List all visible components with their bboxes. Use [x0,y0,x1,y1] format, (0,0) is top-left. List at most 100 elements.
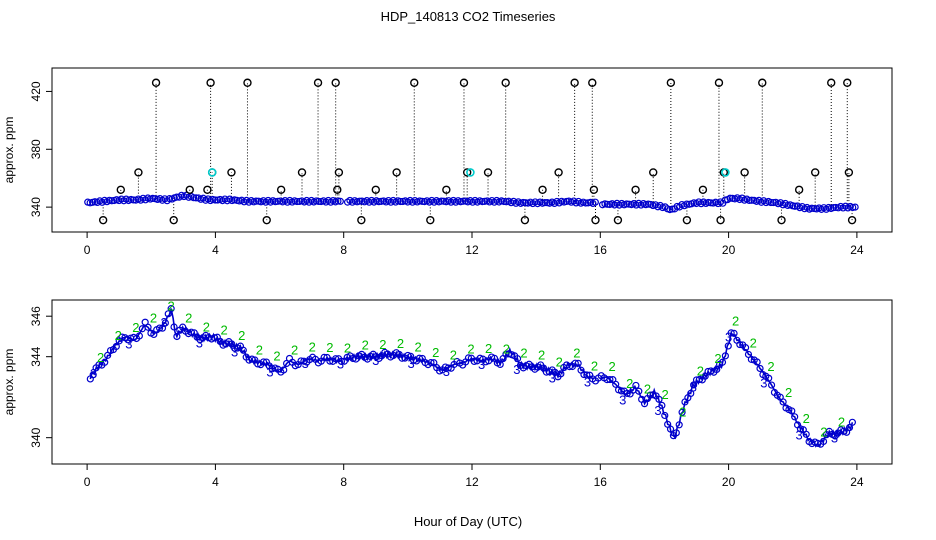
data-point [767,381,776,389]
data-point [459,197,467,205]
data-point [95,361,103,369]
series-2-marker: 2 [309,340,316,355]
x-tick-label: 24 [850,475,864,489]
series-2-marker: 2 [573,346,580,361]
data-point [571,359,579,367]
data-point [658,401,666,410]
data-point [622,200,631,208]
y-tick-label: 346 [29,306,43,326]
spike-point [169,215,178,225]
data-point [747,355,755,363]
series-2-marker: 2 [661,387,668,402]
spike-point [331,78,340,87]
spike-point [483,168,493,177]
series-3-marker: 3 [160,315,167,330]
spike-point [740,168,749,177]
data-point [377,197,385,205]
spike-point [570,78,579,87]
x-tick-label: 12 [465,475,479,489]
data-point [189,194,198,202]
series-3-marker: 3 [337,357,344,372]
data-point [418,197,426,205]
spike-point [98,215,108,225]
data-point [108,197,116,205]
spike-point [313,78,323,87]
data-point [252,197,260,205]
data-point [101,358,109,366]
spike-point [843,78,852,87]
series-3-marker: 3 [125,336,132,351]
data-point [695,375,704,384]
spike-point [714,78,724,87]
data-point [519,198,527,207]
spike-point [206,78,215,87]
data-point [736,340,744,349]
spike-point [613,215,623,225]
series-3-marker: 3 [443,364,450,379]
data-point [144,323,152,331]
series-3-marker: 3 [407,356,414,371]
series-3-marker: 3 [796,427,803,442]
series-2-marker: 2 [697,363,704,378]
data-point [173,332,181,341]
data-point [779,398,787,406]
series-2-marker: 2 [767,359,774,374]
data-point [211,196,219,204]
spike-point [588,78,597,87]
spike-point [666,78,676,87]
data-point [687,389,695,398]
spike-point [844,168,854,177]
series-2-marker: 2 [591,359,598,374]
series-2-marker: 2 [344,340,351,355]
spike-point [716,215,725,225]
y-axis-label: approx. ppm [2,349,16,416]
spike-point [426,215,435,225]
data-point [259,358,268,366]
spike-point [538,185,547,194]
data-point [164,310,172,318]
spike-point [682,215,692,225]
series-2-marker: 2 [132,320,139,335]
data-point [274,197,282,205]
data-point [788,407,796,415]
data-point [612,380,620,388]
data-point [478,198,486,206]
spike-point [591,215,600,225]
data-point [158,324,167,332]
x-tick-label: 24 [850,243,864,257]
data-point [396,197,405,206]
data-point [557,370,565,378]
y-axis-label: approx. ppm [2,117,16,184]
series-2-marker: 2 [326,340,333,355]
series-2-marker: 2 [168,299,175,314]
series-2-marker: 2 [820,425,827,440]
spike-point [442,185,451,194]
x-tick-label: 4 [212,243,219,257]
data-point [829,204,838,212]
x-tick-label: 0 [84,243,91,257]
series-2-marker: 2 [273,348,280,363]
spike-point [276,185,286,194]
series-3-marker: 3 [549,371,556,386]
data-point [375,198,383,206]
spike-point [810,168,820,177]
data-point [541,199,549,207]
spike-point [243,78,252,87]
data-point [513,355,522,363]
spike-point [357,215,366,225]
series-2-marker: 2 [220,322,227,337]
series-2-marker: 2 [644,381,651,396]
data-point [635,387,643,395]
data-point [415,354,423,362]
data-point [192,194,200,202]
calibration-point [466,168,475,177]
series-2-marker: 2 [467,342,474,357]
y-tick-label: 344 [29,346,43,366]
data-point [802,430,810,438]
series-2-marker: 2 [256,343,263,358]
series-2-marker: 2 [750,336,757,351]
data-point [326,357,334,365]
series-3-marker: 3 [478,357,485,372]
